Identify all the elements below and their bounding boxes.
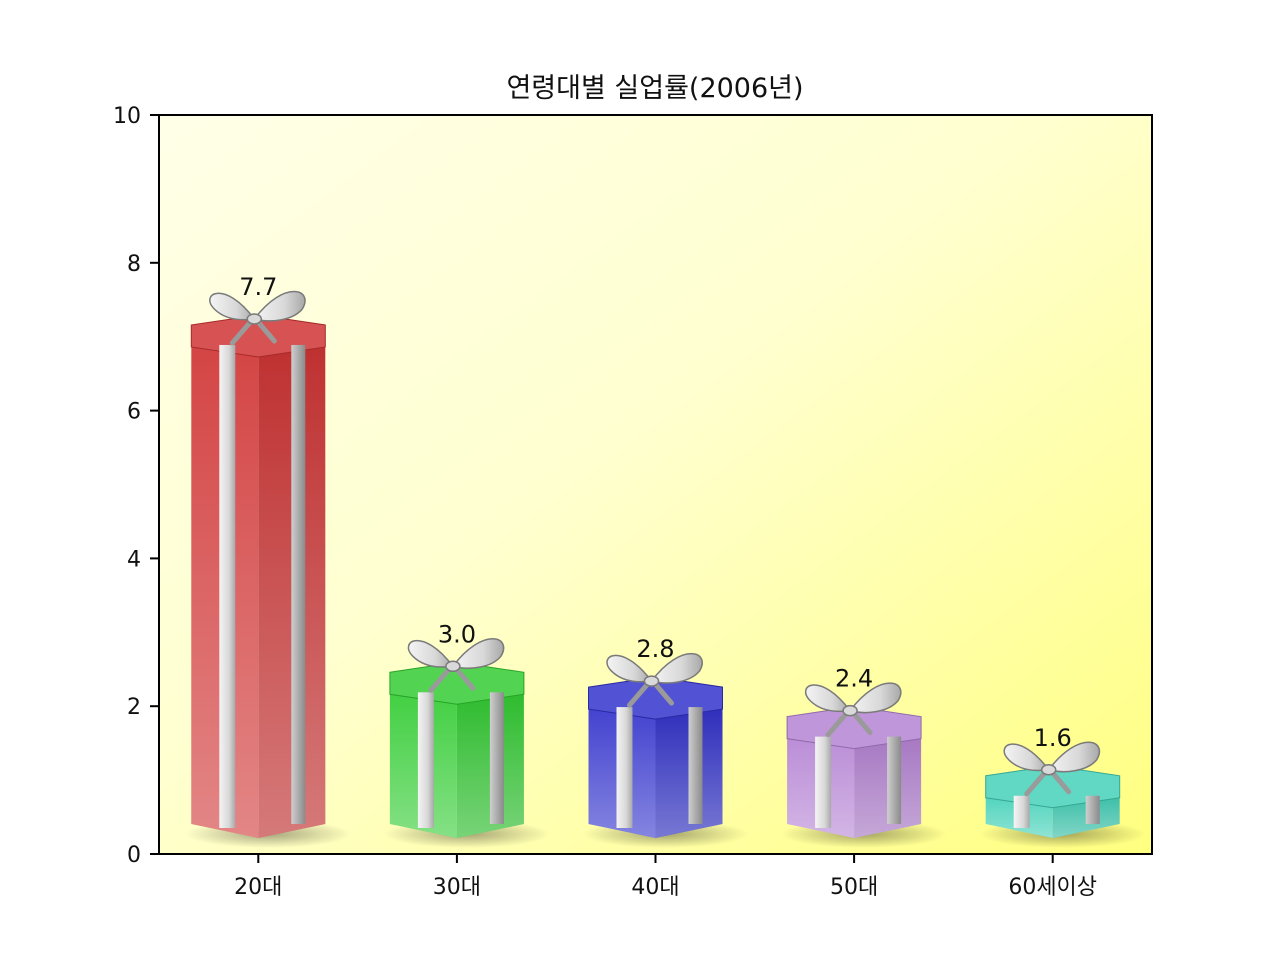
bow-knot — [246, 313, 263, 325]
x-axis: 20대 30대 40대 50대 60세이상 — [234, 854, 1097, 900]
bow-knot — [445, 660, 461, 673]
bow-tails — [229, 318, 277, 346]
y-axis: 0 2 4 6 8 10 — [113, 104, 159, 868]
bar-gift-box: 2.8 — [582, 635, 749, 848]
bar-ribbon-right — [291, 344, 306, 824]
bar-ribbon-left — [616, 707, 633, 828]
chart-title: 연령대별 실업률(2006년) — [506, 73, 803, 104]
bow-loop-right — [253, 290, 306, 322]
bars-group: 7.7 3.0 2.8 2.4 1.6 — [185, 273, 1146, 848]
y-tick-label: 2 — [127, 695, 141, 720]
bow-loop-right — [650, 653, 703, 684]
bow-loop-right — [1047, 741, 1101, 773]
x-tick-label: 50대 — [830, 875, 878, 900]
bar-value-label: 7.7 — [239, 273, 277, 301]
bow-knot — [643, 675, 660, 687]
plot-frame — [158, 114, 1153, 855]
x-tick-label: 40대 — [631, 875, 679, 900]
x-tick-label: 20대 — [234, 875, 282, 900]
bow-loop-left — [606, 654, 653, 683]
bow-tails — [428, 665, 476, 693]
bar-gift-box: 3.0 — [383, 620, 550, 848]
y-tick-label: 4 — [127, 547, 141, 572]
bow-loop-right — [848, 682, 902, 714]
bar-ribbon-right — [688, 707, 703, 824]
bar-gift-box: 7.7 — [185, 273, 352, 848]
bar-value-label: 2.4 — [835, 665, 873, 693]
bar-ribbon-right — [887, 736, 902, 824]
bow-knot — [1040, 764, 1057, 776]
bow-tails — [1024, 769, 1072, 797]
bar-gift-box: 1.6 — [979, 724, 1146, 848]
bow-loop-right — [451, 638, 505, 669]
bow-knot — [842, 704, 858, 717]
bar-ribbon-right — [1085, 795, 1100, 824]
x-tick-label: 60세이상 — [1008, 875, 1097, 900]
bow-tails — [627, 680, 674, 708]
bar-value-label: 1.6 — [1034, 724, 1072, 752]
bow-loop-left — [407, 639, 455, 668]
bow-loop-left — [804, 684, 852, 713]
bar-value-label: 2.8 — [636, 635, 674, 663]
y-tick-label: 6 — [127, 400, 141, 425]
bow-tails — [825, 710, 873, 738]
bow-loop-left — [1003, 743, 1051, 772]
bar-ribbon-left — [219, 344, 236, 828]
bar-gift-box: 2.4 — [781, 665, 948, 848]
bar-ribbon-left — [1013, 795, 1030, 828]
x-tick-label: 30대 — [433, 875, 481, 900]
y-tick-label: 8 — [127, 252, 141, 277]
bar-value-label: 3.0 — [438, 620, 476, 648]
y-tick-label: 10 — [113, 104, 141, 129]
bar-ribbon-left — [417, 692, 434, 828]
bar-ribbon-right — [489, 692, 504, 824]
y-tick-label: 0 — [127, 843, 141, 868]
bar-ribbon-left — [815, 736, 832, 828]
bow-loop-left — [209, 292, 256, 321]
